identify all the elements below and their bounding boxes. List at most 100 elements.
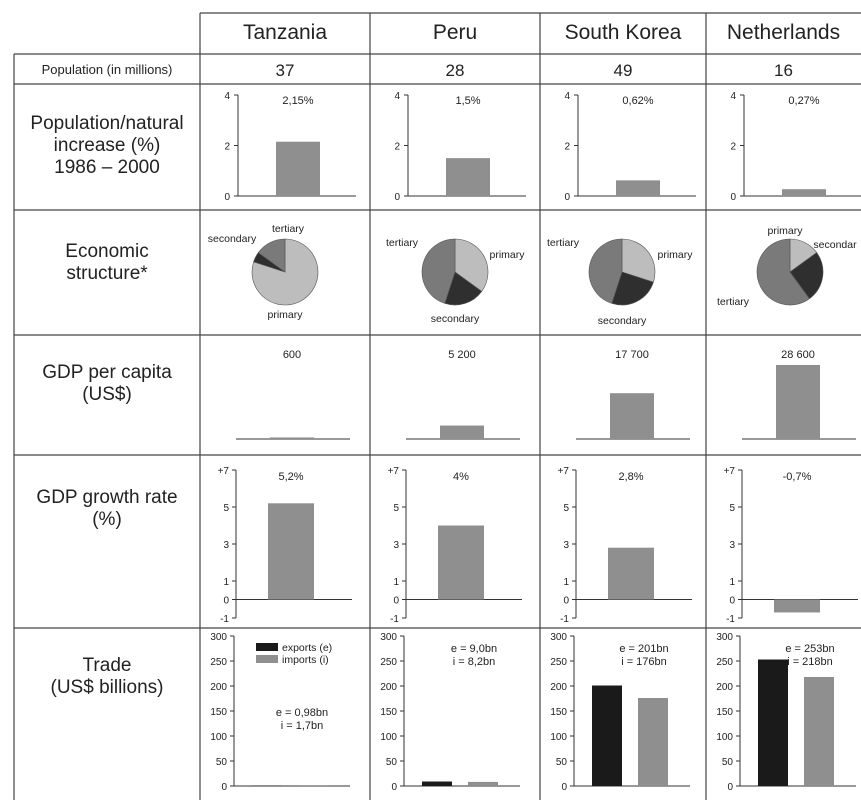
pie-label: tertiary (717, 296, 750, 308)
data-label: e = 9,0bn (451, 643, 497, 655)
y-tick-label: +7 (558, 466, 570, 477)
y-tick-label: 0 (391, 782, 397, 793)
y-tick-label: 200 (210, 682, 227, 693)
y-tick-label: 150 (380, 707, 397, 718)
row-label-gdp-per-capita: GDP per capita (42, 362, 172, 383)
bar-imports (298, 785, 328, 786)
pie-label: tertiary (272, 223, 305, 235)
y-tick-label: -1 (560, 614, 569, 625)
y-tick-label: +7 (724, 466, 736, 477)
y-tick-label: 250 (716, 657, 733, 668)
data-label: 2,8% (618, 471, 643, 483)
pie-label: secondar (813, 239, 857, 251)
y-tick-label: 3 (563, 540, 569, 551)
row-label-gdp-growth: (%) (92, 509, 122, 530)
y-tick-label: 5 (563, 503, 569, 514)
bar-gdp-per-capita (776, 365, 820, 439)
population-value: 28 (446, 61, 465, 80)
data-label: 5,2% (278, 471, 303, 483)
y-tick-label: -1 (390, 614, 399, 625)
bar-gdp-growth (774, 599, 820, 613)
data-label: e = 0,98bn (276, 707, 328, 719)
pie-label: secondary (208, 233, 257, 245)
y-tick-label: 4 (394, 91, 400, 102)
y-tick-label: 0 (727, 782, 733, 793)
row-label-trade: (US$ billions) (51, 677, 164, 698)
legend-swatch-exports (256, 643, 278, 651)
bar-gdp-per-capita (440, 425, 484, 439)
y-tick-label: 300 (210, 632, 227, 643)
row-label-natural-increase: 1986 – 2000 (54, 157, 160, 178)
bar-imports (638, 698, 668, 786)
pie-label: primary (267, 309, 303, 321)
data-label: 1,5% (455, 95, 480, 107)
y-tick-label: +7 (388, 466, 400, 477)
y-tick-label: 50 (722, 757, 734, 768)
bar-natural-increase (616, 180, 660, 196)
y-tick-label: 2 (564, 142, 570, 153)
country-header: Peru (433, 21, 477, 44)
y-tick-label: 1 (223, 577, 229, 588)
pie-slice-tertiary (756, 238, 810, 306)
y-tick-label: 1 (729, 577, 735, 588)
y-tick-label: 250 (210, 657, 227, 668)
y-tick-label: 5 (223, 503, 229, 514)
bar-exports (592, 685, 622, 786)
y-tick-label: 100 (210, 732, 227, 743)
pie-slice-primary (454, 238, 489, 292)
legend-label-imports: imports (i) (282, 654, 329, 666)
y-tick-label: 4 (564, 91, 570, 102)
country-header: Netherlands (727, 21, 840, 44)
row-label-gdp-growth: GDP growth rate (36, 487, 177, 508)
y-tick-label: 4 (224, 91, 230, 102)
y-tick-label: 0 (564, 192, 570, 203)
population-value: 37 (276, 61, 295, 80)
y-tick-label: +7 (218, 466, 230, 477)
bar-gdp-growth (268, 503, 314, 600)
country-header: South Korea (565, 21, 682, 44)
data-label: 600 (283, 349, 301, 361)
bar-exports (758, 659, 788, 786)
y-tick-label: 150 (550, 707, 567, 718)
y-tick-label: 300 (716, 632, 733, 643)
y-tick-label: 5 (729, 503, 735, 514)
legend-label-exports: exports (e) (282, 642, 332, 654)
y-tick-label: 300 (550, 632, 567, 643)
y-tick-label: 4 (730, 91, 736, 102)
y-tick-label: 200 (380, 682, 397, 693)
y-tick-label: 3 (223, 540, 229, 551)
row-label-natural-increase: Population/natural (30, 113, 183, 134)
y-tick-label: 1 (563, 577, 569, 588)
y-tick-label: 0 (730, 192, 736, 203)
data-label: i = 218bn (787, 656, 833, 668)
y-tick-label: 250 (380, 657, 397, 668)
y-tick-label: 5 (393, 503, 399, 514)
legend-swatch-imports (256, 655, 278, 663)
pie-slice-secondary (789, 252, 824, 300)
y-tick-label: -1 (726, 614, 735, 625)
data-label: i = 176bn (621, 656, 667, 668)
y-tick-label: 3 (729, 540, 735, 551)
y-tick-label: 0 (563, 596, 569, 607)
pie-slice-tertiary (257, 238, 286, 273)
y-tick-label: 250 (550, 657, 567, 668)
bar-exports (422, 781, 452, 786)
data-label: -0,7% (783, 471, 812, 483)
country-header: Tanzania (243, 21, 327, 44)
y-tick-label: 1 (393, 577, 399, 588)
y-tick-label: 2 (394, 142, 400, 153)
y-tick-label: 0 (221, 782, 227, 793)
bar-natural-increase (276, 141, 320, 196)
row-label-natural-increase: increase (%) (54, 135, 161, 156)
y-tick-label: 200 (716, 682, 733, 693)
row-label-economic-structure: structure* (66, 263, 148, 284)
bar-gdp-per-capita (610, 393, 654, 439)
data-label: e = 253bn (785, 643, 834, 655)
pie-label: primary (657, 249, 693, 261)
data-label: i = 1,7bn (281, 720, 324, 732)
data-label: 0,62% (622, 95, 653, 107)
pie-slice-tertiary (588, 238, 623, 304)
data-label: 17 700 (615, 349, 649, 361)
pie-slice-primary (621, 238, 656, 283)
